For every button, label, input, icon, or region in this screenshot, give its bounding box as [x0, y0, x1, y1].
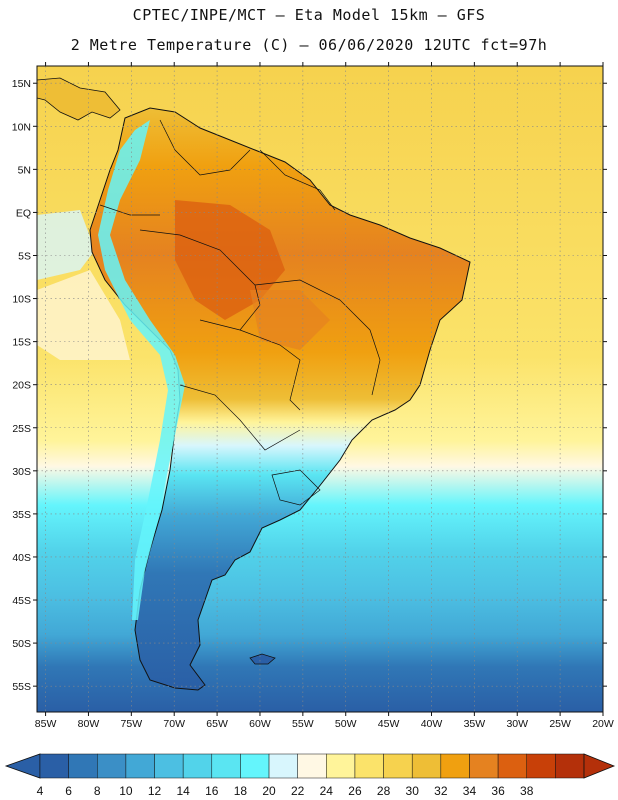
- lat-label: 15S: [12, 337, 31, 349]
- colorbar-swatch: [326, 753, 356, 779]
- colorbar-label: 12: [148, 784, 162, 798]
- colorbar-label: 8: [94, 784, 101, 798]
- colorbar-swatch: [211, 753, 241, 779]
- colorbar-swatch: [440, 753, 470, 779]
- lon-label: 40W: [421, 718, 443, 730]
- colorbar-swatch: [240, 753, 270, 779]
- lon-label: 85W: [35, 718, 57, 730]
- lat-label: EQ: [16, 207, 31, 219]
- colorbar-label: 26: [348, 784, 362, 798]
- lon-label: 45W: [378, 718, 400, 730]
- axis-ticks: 15N 10N 5N EQ 5S 10S 15S 20S 25S 30S 35S 40S 45S 50S 5…: [12, 62, 614, 730]
- lat-label: 20S: [12, 380, 31, 392]
- colorbar-label: 34: [463, 784, 477, 798]
- colorbar-swatch: [39, 753, 69, 779]
- colorbar-label: 32: [434, 784, 448, 798]
- lon-label: 65W: [206, 718, 228, 730]
- lat-label: 5N: [18, 164, 31, 176]
- central-america-land: [37, 77, 121, 121]
- lon-label: 60W: [249, 718, 271, 730]
- lat-label: 35S: [12, 509, 31, 521]
- lon-label: 20W: [592, 718, 614, 730]
- colorbar-over-arrow: [583, 753, 616, 779]
- colorbar-swatch: [297, 753, 327, 779]
- lat-label: 15N: [12, 78, 31, 90]
- colorbar-under-arrow: [4, 753, 41, 779]
- colorbar-swatch: [154, 753, 184, 779]
- colorbar-label: 22: [291, 784, 305, 798]
- colorbar-swatch: [411, 753, 442, 779]
- colorbar-swatch: [268, 753, 298, 779]
- colorbar: 4 6 8 10 12 14 16 18 20 22 24 26 28 30 32 34 36 38: [4, 753, 616, 798]
- lat-label: 40S: [12, 552, 31, 564]
- lon-label: 35W: [464, 718, 486, 730]
- colorbar-label: 20: [262, 784, 276, 798]
- lon-label: 30W: [506, 718, 528, 730]
- colorbar-label: 16: [205, 784, 219, 798]
- colorbar-swatch: [97, 753, 127, 779]
- colorbar-swatch: [555, 753, 585, 779]
- colorbar-label: 18: [234, 784, 248, 798]
- map-title-line1: CPTEC/INPE/MCT – Eta Model 15km – GFS: [132, 6, 486, 24]
- lat-label: 55S: [12, 681, 31, 693]
- colorbar-label: 38: [520, 784, 534, 798]
- colorbar-label: 30: [406, 784, 420, 798]
- colorbar-label: 6: [65, 784, 72, 798]
- lat-label: 45S: [12, 595, 31, 607]
- lat-label: 30S: [12, 466, 31, 478]
- colorbar-swatch: [497, 753, 527, 779]
- colorbar-swatch: [68, 753, 98, 779]
- lat-label: 25S: [12, 423, 31, 435]
- falkland-islands: [249, 653, 276, 665]
- colorbar-label: 14: [176, 784, 190, 798]
- colorbar-swatch: [526, 753, 556, 779]
- colorbar-label: 28: [377, 784, 391, 798]
- lon-label: 75W: [121, 718, 143, 730]
- lon-label: 70W: [163, 718, 185, 730]
- lon-label: 50W: [335, 718, 357, 730]
- colorbar-label: 10: [119, 784, 133, 798]
- lon-label: 55W: [292, 718, 314, 730]
- lat-label: 10S: [12, 294, 31, 306]
- lat-label: 10N: [12, 121, 31, 133]
- colorbar-label: 24: [320, 784, 334, 798]
- lat-label: 50S: [12, 638, 31, 650]
- lon-label: 25W: [549, 718, 571, 730]
- country-borders: [99, 119, 381, 506]
- colorbar-swatch: [354, 753, 384, 779]
- colorbar-swatch: [383, 753, 413, 779]
- map-frame: [36, 65, 604, 713]
- colorbar-swatch: [125, 753, 155, 779]
- colorbar-label: 36: [491, 784, 505, 798]
- lon-label: 80W: [78, 718, 100, 730]
- colorbar-swatch: [469, 753, 499, 779]
- map-title-line2: 2 Metre Temperature (C) – 06/06/2020 12U…: [70, 36, 548, 54]
- colorbar-swatch: [182, 753, 213, 779]
- lat-label: 5S: [18, 250, 31, 262]
- colorbar-label: 4: [37, 784, 44, 798]
